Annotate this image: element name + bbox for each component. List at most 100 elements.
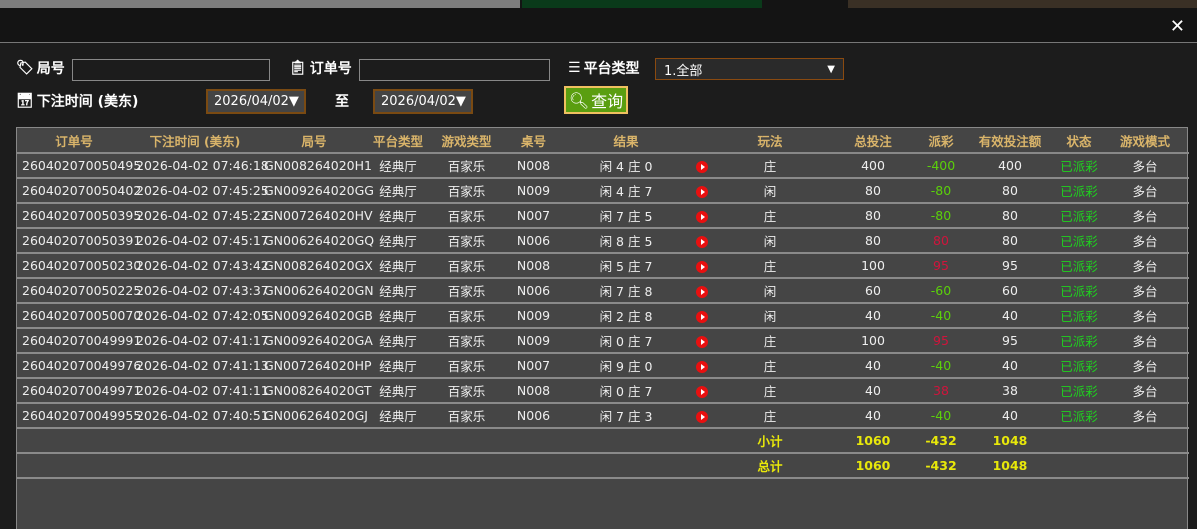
cell-game-type: 百家乐 xyxy=(427,378,506,404)
platform-select[interactable]: 1.全部 ▼ xyxy=(655,58,844,80)
cell-game-mode: 多台 xyxy=(1101,378,1189,404)
play-video-icon[interactable] xyxy=(696,285,708,298)
cell-status: 已派彩 xyxy=(1057,378,1101,404)
table-row[interactable]: 260402070049971 2026-04-02 07:41:11 GN0082… xyxy=(17,378,1189,404)
table-row[interactable]: 260402070050395 2026-04-02 07:45:22 GN0072… xyxy=(17,203,1189,229)
round-input[interactable] xyxy=(72,59,270,81)
replay-cell[interactable] xyxy=(691,378,713,404)
empty-cell xyxy=(506,453,561,479)
sum-valid-bet: 1048 xyxy=(963,428,1057,454)
cell-payout: -400 xyxy=(919,153,963,179)
cell-game-type: 百家乐 xyxy=(427,303,506,329)
cell-table-no: N006 xyxy=(506,278,561,304)
play-video-icon[interactable] xyxy=(696,210,708,223)
cell-play-type: 庄 xyxy=(713,353,827,379)
cell-game-type: 百家乐 xyxy=(427,328,506,354)
cell-status: 已派彩 xyxy=(1057,303,1101,329)
replay-cell[interactable] xyxy=(691,228,713,254)
cell-game-type: 百家乐 xyxy=(427,203,506,229)
play-video-icon[interactable] xyxy=(696,260,708,273)
cell-total-bet: 100 xyxy=(827,328,919,354)
replay-cell[interactable] xyxy=(691,353,713,379)
cell-result: 闲 8 庄 5 xyxy=(561,228,691,254)
cell-result: 闲 7 庄 3 xyxy=(561,403,691,429)
column-header: 平台类型 xyxy=(369,128,427,154)
play-video-icon[interactable] xyxy=(696,335,708,348)
table-row[interactable]: 260402070049976 2026-04-02 07:41:13 GN0072… xyxy=(17,353,1189,379)
replay-cell[interactable] xyxy=(691,303,713,329)
cell-game-mode: 多台 xyxy=(1101,353,1189,379)
table-row[interactable]: 260402070049991 2026-04-02 07:41:17 GN0092… xyxy=(17,328,1189,354)
cell-game-mode: 多台 xyxy=(1101,153,1189,179)
play-video-icon[interactable] xyxy=(696,385,708,398)
cell-total-bet: 40 xyxy=(827,403,919,429)
cell-valid-bet: 80 xyxy=(963,228,1057,254)
cell-platform: 经典厅 xyxy=(369,178,427,204)
clipboard-icon: 📋︎ xyxy=(289,60,307,76)
cell-platform: 经典厅 xyxy=(369,378,427,404)
date-to-picker[interactable]: 2026/04/02▼ xyxy=(373,89,473,114)
cell-result: 闲 0 庄 7 xyxy=(561,328,691,354)
replay-cell[interactable] xyxy=(691,203,713,229)
table-row[interactable]: 260402070050495 2026-04-02 07:46:18 GN0082… xyxy=(17,153,1189,179)
cell-valid-bet: 95 xyxy=(963,328,1057,354)
sum-payout: -432 xyxy=(919,428,963,454)
play-video-icon[interactable] xyxy=(696,235,708,248)
total-row: 总计 1060 -432 1048 xyxy=(17,453,1189,479)
replay-cell[interactable] xyxy=(691,403,713,429)
cell-round-no: GN007264020HV xyxy=(259,203,373,229)
tag-icon: 🏷︎ xyxy=(16,60,34,76)
table-row[interactable]: 260402070050402 2026-04-02 07:45:25 GN0092… xyxy=(17,178,1189,204)
cell-play-type: 闲 xyxy=(713,228,827,254)
replay-cell[interactable] xyxy=(691,253,713,279)
cell-order-no: 260402070049971 xyxy=(17,378,141,404)
cell-payout: 95 xyxy=(919,328,963,354)
cell-platform: 经典厅 xyxy=(369,303,427,329)
empty-cell xyxy=(369,453,427,479)
play-video-icon[interactable] xyxy=(696,185,708,198)
empty-cell xyxy=(506,428,561,454)
replay-cell[interactable] xyxy=(691,328,713,354)
cell-result: 闲 2 庄 8 xyxy=(561,303,691,329)
order-input[interactable] xyxy=(359,59,550,81)
cell-play-type: 庄 xyxy=(713,378,827,404)
column-header: 有效投注额 xyxy=(963,128,1057,154)
table-row[interactable]: 260402070050225 2026-04-02 07:43:37 GN0062… xyxy=(17,278,1189,304)
cell-bet-time: 2026-04-02 07:43:37 xyxy=(131,278,269,304)
date-from-picker[interactable]: 2026/04/02▼ xyxy=(206,89,306,114)
replay-cell[interactable] xyxy=(691,178,713,204)
cell-valid-bet: 40 xyxy=(963,303,1057,329)
subtotal-row: 小计 1060 -432 1048 xyxy=(17,428,1189,454)
cell-table-no: N006 xyxy=(506,403,561,429)
cell-platform: 经典厅 xyxy=(369,153,427,179)
column-header: 玩法 xyxy=(713,128,827,154)
cell-table-no: N007 xyxy=(506,203,561,229)
bet-records-table: 订单号 下注时间 (美东) 局号 平台类型 游戏类型 桌号 结果 玩法 总投注 派彩 有效投注额 状态… xyxy=(16,127,1189,529)
cell-status: 已派彩 xyxy=(1057,203,1101,229)
cell-result: 闲 9 庄 0 xyxy=(561,353,691,379)
column-header: 游戏类型 xyxy=(427,128,506,154)
table-row[interactable]: 260402070049955 2026-04-02 07:40:51 GN0062… xyxy=(17,403,1189,429)
empty-cell xyxy=(561,428,691,454)
table-row[interactable]: 260402070050070 2026-04-02 07:42:05 GN0092… xyxy=(17,303,1189,329)
background-game-strip xyxy=(0,0,1197,43)
play-video-icon[interactable] xyxy=(696,410,708,423)
cell-platform: 经典厅 xyxy=(369,278,427,304)
server-icon: ☰ xyxy=(568,60,581,76)
cell-order-no: 260402070050395 xyxy=(17,203,141,229)
replay-cell[interactable] xyxy=(691,278,713,304)
query-button[interactable]: 🔍︎ 查询 xyxy=(564,86,628,114)
cell-status: 已派彩 xyxy=(1057,403,1101,429)
replay-cell[interactable] xyxy=(691,153,713,179)
cell-round-no: GN006264020GQ xyxy=(259,228,374,254)
cell-bet-time: 2026-04-02 07:40:51 xyxy=(131,403,269,429)
play-video-icon[interactable] xyxy=(696,310,708,323)
cell-platform: 经典厅 xyxy=(369,403,427,429)
cell-round-no: GN006264020GJ xyxy=(259,403,369,429)
close-icon[interactable]: ✕ xyxy=(1169,16,1185,37)
cell-game-mode: 多台 xyxy=(1101,228,1189,254)
play-video-icon[interactable] xyxy=(696,360,708,373)
table-row[interactable]: 260402070050230 2026-04-02 07:43:42 GN0082… xyxy=(17,253,1189,279)
table-row[interactable]: 260402070050391 2026-04-02 07:45:17 GN0062… xyxy=(17,228,1189,254)
play-video-icon[interactable] xyxy=(696,160,708,173)
